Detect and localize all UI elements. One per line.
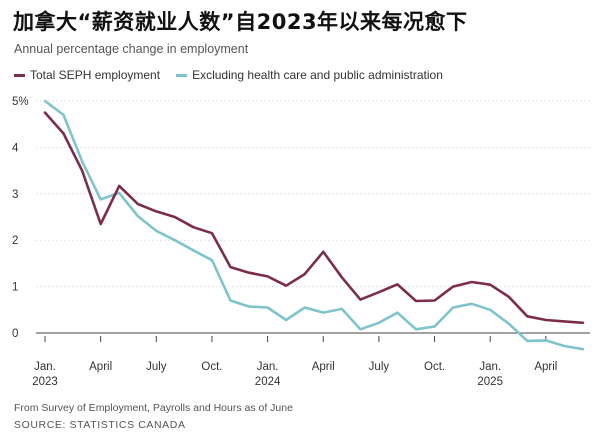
legend: Total SEPH employment Excluding health c… xyxy=(14,68,459,82)
y-tick-label: 0 xyxy=(12,328,18,340)
series-line-excluding xyxy=(43,99,585,351)
chart-title: 加拿大“薪资就业人数”自2023年以来每况愈下 xyxy=(13,10,468,34)
x-tick-label: July xyxy=(146,361,167,373)
series-line-total xyxy=(43,111,585,325)
x-tick-label: Oct. xyxy=(201,361,222,373)
x-tick-year-label: 2025 xyxy=(477,376,503,388)
x-tick-label: July xyxy=(369,361,390,373)
y-tick-label: 4 xyxy=(12,142,19,154)
chart-source: SOURCE: STATISTICS CANADA xyxy=(14,419,186,431)
y-tick-label: 5% xyxy=(12,96,29,108)
x-tick-label: April xyxy=(312,361,335,373)
legend-swatch-excluding xyxy=(176,73,188,77)
chart-subtitle: Annual percentage change in employment xyxy=(14,42,249,56)
x-tick-label: Oct. xyxy=(424,361,445,373)
y-tick-label: 3 xyxy=(12,189,18,201)
legend-item-excluding: Excluding health care and public adminis… xyxy=(176,68,443,82)
line-chart: 5% 4 3 2 1 0 Jan. 2023 April July Oct. Jan. 2024 Apr… xyxy=(12,96,590,388)
legend-label-excluding: Excluding health care and public adminis… xyxy=(192,68,443,82)
legend-swatch-total xyxy=(14,73,25,77)
legend-item-total: Total SEPH employment xyxy=(14,68,160,82)
x-tick-label: April xyxy=(89,361,112,373)
x-tick-label: April xyxy=(534,361,557,373)
x-tick-year-label: 2023 xyxy=(32,376,58,388)
legend-label-total: Total SEPH employment xyxy=(30,68,161,82)
chart-footnote: From Survey of Employment, Payrolls and … xyxy=(14,402,293,414)
x-tick-label: Jan. xyxy=(479,361,501,373)
x-tick-label: Jan. xyxy=(257,361,279,373)
x-tick-year-label: 2024 xyxy=(255,376,281,388)
y-tick-label: 1 xyxy=(12,282,18,294)
x-tick-label: Jan. xyxy=(34,361,56,373)
y-tick-label: 2 xyxy=(12,235,18,247)
